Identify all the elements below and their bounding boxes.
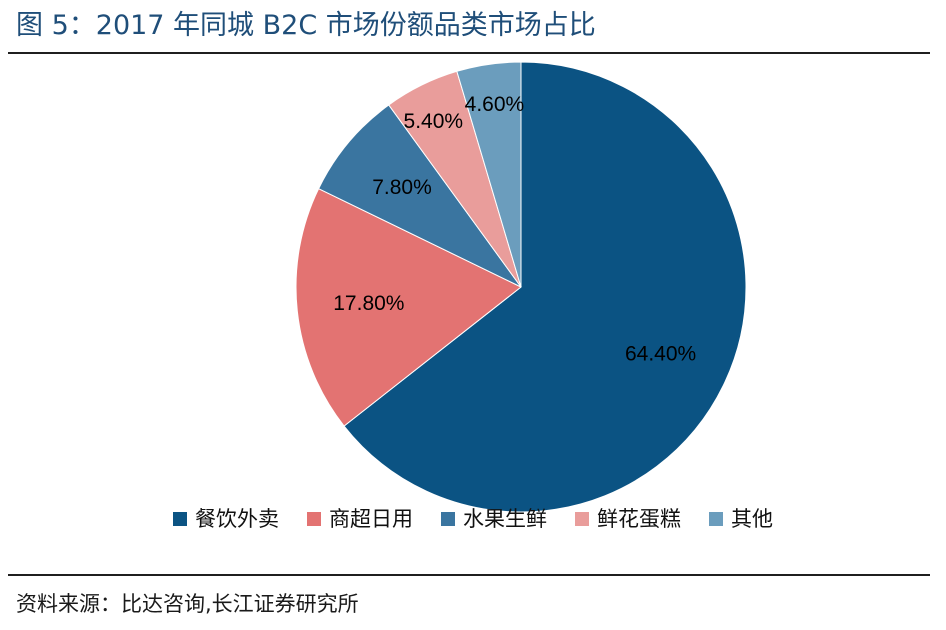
chart-title: 图 5：2017 年同城 B2C 市场份额品类市场占比: [16, 10, 596, 41]
legend-item: 餐饮外卖: [173, 504, 279, 534]
slice-value-label: 5.40%: [404, 110, 464, 133]
pie-slice: [343, 61, 747, 513]
pie-slice: [295, 187, 522, 427]
legend-label: 商超日用: [329, 507, 413, 531]
pie-slice: [317, 104, 522, 288]
chart-legend: 餐饮外卖 商超日用 水果生鲜 鲜花蛋糕 其他: [0, 503, 946, 535]
legend-swatch: [307, 512, 321, 526]
legend-item: 商超日用: [307, 504, 413, 534]
legend-item: 鲜花蛋糕: [575, 504, 681, 534]
top-divider: [8, 52, 930, 54]
legend-label: 餐饮外卖: [195, 507, 279, 531]
legend-label: 水果生鲜: [463, 507, 547, 531]
source-note: 资料来源：比达咨询,长江证券研究所: [16, 592, 359, 616]
slice-value-label: 4.60%: [465, 93, 525, 116]
slice-value-label: 7.80%: [372, 176, 432, 199]
legend-swatch: [709, 512, 723, 526]
slice-value-label: 64.40%: [625, 342, 696, 365]
legend-swatch: [173, 512, 187, 526]
pie-slice: [456, 61, 522, 288]
legend-item: 其他: [709, 504, 773, 534]
slice-value-label: 17.80%: [333, 292, 404, 315]
legend-item: 水果生鲜: [441, 504, 547, 534]
legend-label: 鲜花蛋糕: [597, 507, 681, 531]
legend-swatch: [441, 512, 455, 526]
legend-label: 其他: [731, 507, 773, 531]
legend-swatch: [575, 512, 589, 526]
bottom-divider: [8, 574, 930, 576]
